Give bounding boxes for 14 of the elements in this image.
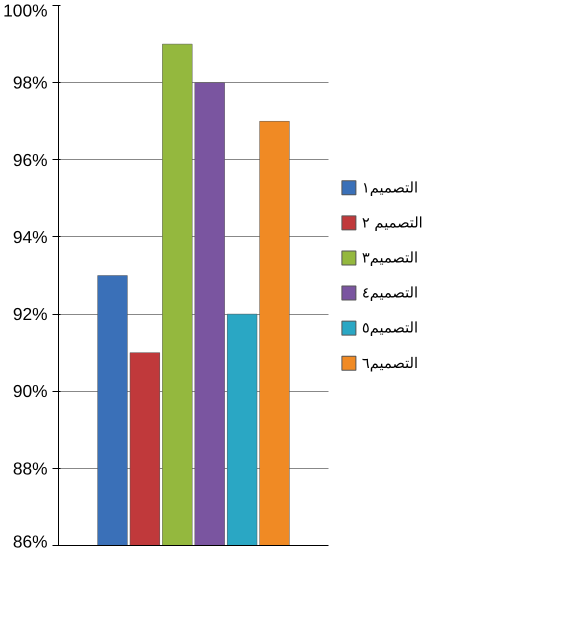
legend-label: التصميم٤ (362, 284, 418, 302)
legend-label: التصميم٥ (362, 320, 418, 337)
legend-label: التصميم٦ (362, 354, 418, 372)
y-tick-label: 100% (3, 0, 48, 20)
legend-label: التصميم ٢ (362, 214, 423, 232)
legend-label: التصميم٣ (362, 249, 418, 266)
y-tick-label: 98% (12, 72, 48, 93)
y-tick-label: 86% (12, 532, 48, 552)
y-tick-label: 94% (12, 226, 48, 247)
legend-label: التصميم١ (362, 179, 418, 196)
y-tick-label: 92% (12, 304, 48, 324)
y-tick-label: 88% (12, 458, 48, 478)
y-tick-label: 96% (12, 150, 48, 170)
y-tick-label: 90% (12, 381, 48, 402)
